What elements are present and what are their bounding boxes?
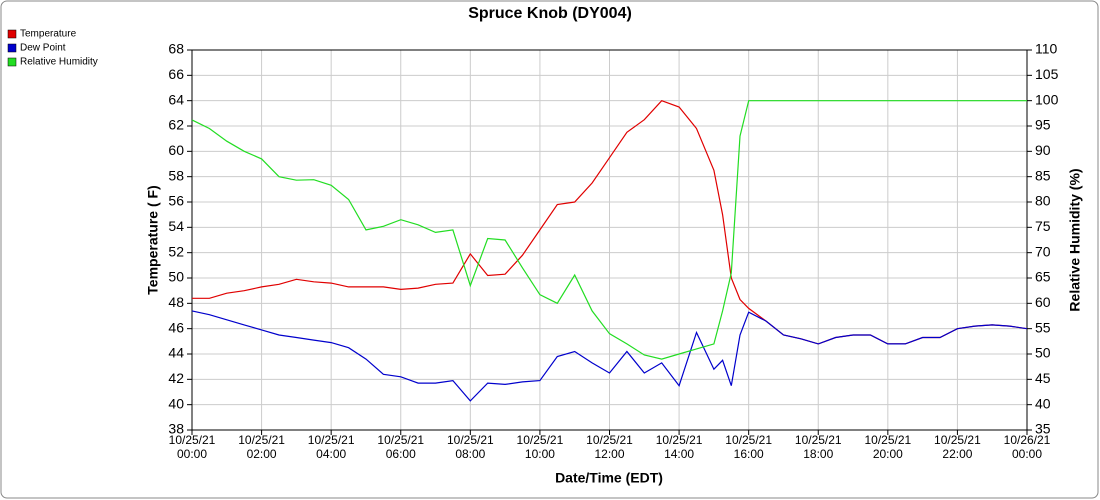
y2-tick-label: 100 [1035,91,1059,107]
y2-tick-label: 90 [1035,142,1051,158]
y-tick-label: 50 [168,269,184,285]
y2-axis-label: Relative Humidity (%) [1067,168,1083,311]
x-tick-label: 10/25/21 16:00 [725,433,773,461]
x-tick-label: 10/25/21 22:00 [934,433,981,461]
y-tick-label: 60 [168,142,184,158]
y-tick-label: 58 [168,167,184,183]
y-tick-label: 48 [168,294,184,310]
series-line [191,100,1027,360]
y-tick-label: 44 [168,345,184,361]
y2-tick-label: 75 [1035,218,1051,234]
y2-tick-label: 35 [1035,421,1051,437]
y-axis-label: Temperature ( F) [145,185,161,294]
y2-tick-label: 80 [1035,193,1051,209]
series-line [191,310,1028,402]
y-tick-label: 64 [168,91,184,107]
y-tick-label: 42 [168,370,184,386]
chart-title: Spruce Knob (DY004) [468,5,632,22]
x-tick-label: 10/25/21 08:00 [446,433,494,461]
x-tick-label: 10/25/21 04:00 [307,433,355,461]
x-tick-label: 10/25/21 00:00 [168,433,216,461]
y-tick-label: 38 [168,421,184,437]
legend-label: Temperature [20,29,77,40]
x-axis-label: Date/Time (EDT) [555,470,663,486]
y2-tick-label: 40 [1035,395,1051,411]
legend-swatch [7,43,17,53]
legend-swatch [7,57,17,67]
y2-tick-label: 50 [1035,345,1051,361]
x-tick-label: 10/25/21 18:00 [794,433,842,461]
y-tick-label: 56 [168,193,184,209]
y2-tick-label: 55 [1035,319,1051,335]
y-tick-label: 68 [168,41,184,57]
plot-border [191,49,1028,431]
y-tick-label: 46 [168,319,184,335]
x-tick-label: 10/25/21 20:00 [864,433,912,461]
y-tick-label: 40 [168,395,184,411]
y2-tick-label: 105 [1035,66,1059,82]
x-tick-label: 10/25/21 10:00 [516,433,564,461]
x-tick-label: 10/25/21 14:00 [655,433,703,461]
y2-tick-label: 110 [1035,41,1058,57]
y2-tick-label: 45 [1035,370,1051,386]
legend-label: Dew Point [20,43,66,54]
legend-swatch [7,29,17,39]
y-tick-label: 62 [168,117,184,133]
x-tick-label: 10/25/21 06:00 [377,433,425,461]
x-tick-label: 10/25/21 02:00 [238,433,285,461]
y2-tick-label: 60 [1035,294,1051,310]
y2-tick-label: 65 [1035,269,1051,285]
y2-tick-label: 95 [1035,117,1051,133]
legend-label: Relative Humidity [20,57,98,68]
x-tick-label: 10/26/21 00:00 [1003,433,1051,461]
y-tick-label: 54 [168,218,184,234]
y2-tick-label: 85 [1035,167,1051,183]
y-tick-label: 66 [168,66,184,82]
x-tick-label: 10/25/21 12:00 [586,433,633,461]
y2-tick-label: 70 [1035,243,1051,259]
y-tick-label: 52 [168,243,184,259]
